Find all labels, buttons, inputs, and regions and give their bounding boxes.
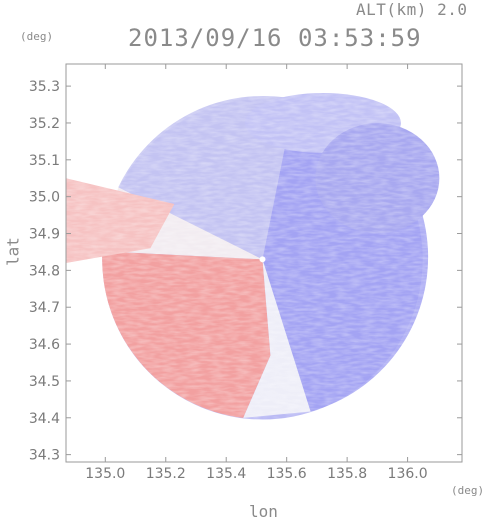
y-tick-label: 34.3 (29, 448, 60, 464)
x-axis-unit: (deg) (451, 484, 485, 497)
x-tick-label: 135.2 (146, 466, 186, 482)
x-tick-label: 135.4 (206, 466, 246, 482)
y-axis-ticks: 34.3 34.4 34.5 34.6 34.7 34.8 34.9 35.0 35.1 35.2… (29, 79, 462, 464)
y-axis-unit: (deg) (20, 30, 54, 43)
x-tick-label: 135.8 (327, 466, 367, 482)
velocity-field (66, 64, 462, 462)
y-tick-label: 35.0 (29, 190, 60, 206)
y-tick-label: 34.9 (29, 227, 60, 243)
x-tick-label: 135.6 (267, 466, 307, 482)
y-tick-label: 35.1 (29, 153, 60, 169)
y-tick-label: 34.5 (29, 374, 60, 390)
echo-texture (66, 64, 462, 462)
y-tick-label: 34.7 (29, 300, 60, 316)
x-tick-label: 136.0 (388, 466, 428, 482)
x-axis-ticks: 135.0 135.2 135.4 135.6 135.8 136.0 (85, 64, 428, 482)
x-axis-label: lon (249, 502, 278, 521)
x-tick-label: 135.0 (85, 466, 125, 482)
plot-frame (65, 63, 463, 463)
altitude-label: ALT(km) 2.0 (356, 0, 468, 19)
y-tick-label: 35.3 (29, 79, 60, 95)
y-tick-label: 34.6 (29, 337, 60, 353)
observation-datetime: 2013/09/16 03:53:59 (128, 24, 422, 52)
y-tick-label: 35.2 (29, 116, 60, 132)
y-tick-label: 34.4 (29, 411, 60, 427)
y-tick-label: 34.8 (29, 263, 60, 279)
